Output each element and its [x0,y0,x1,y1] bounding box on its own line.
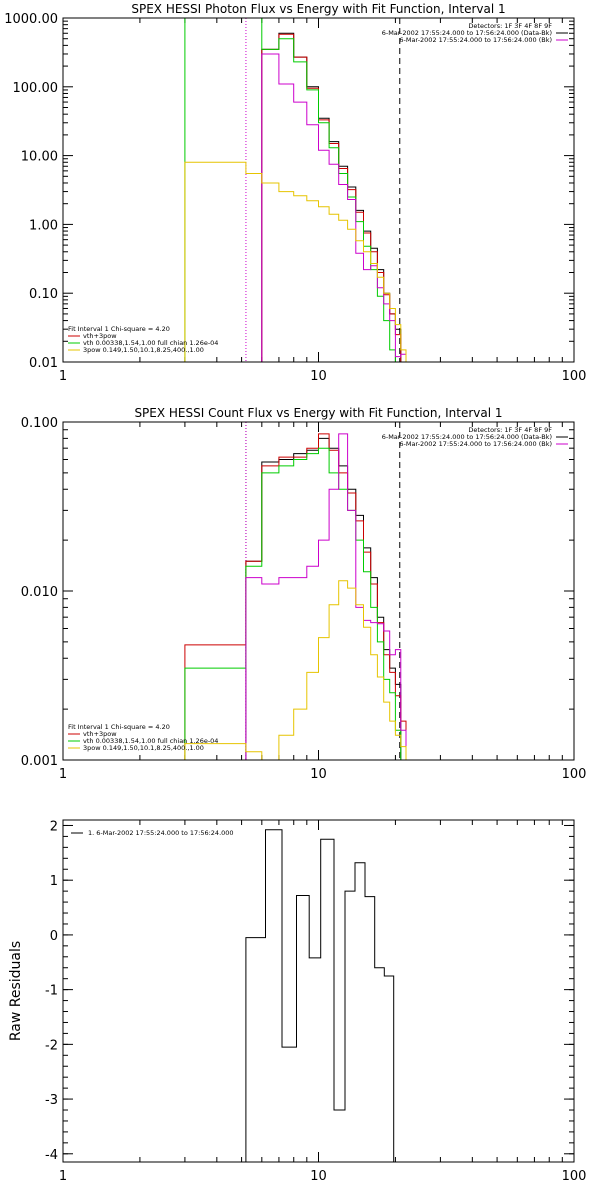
y-tick-label: 1.00 [29,218,58,233]
y-axis-label: Raw Residuals [8,941,24,1041]
series-line-1 [261,32,402,362]
x-tick-label: 1 [59,369,67,384]
plot-frame [62,819,575,1163]
info-line: Detectors: 1F 3F 4F 8F 9F [468,22,552,30]
y-tick-label: 0.001 [21,754,58,769]
legend-label: 3pow 0.149,1.50,10.1,8.25,400.,1.00 [83,346,204,354]
y-tick-label: 1000.00 [4,12,58,27]
y-tick-label: 10.00 [21,150,58,165]
series-line-3 [184,447,402,760]
y-tick-label: 0.010 [21,585,58,600]
legend-label: 3pow 0.149,1.50,10.1,8.25,400.,1.00 [83,744,204,752]
fit-header: Fit Interval 1 Chi-square = 4.20 [68,325,170,333]
chart-panel-1: SPEX HESSI Photon Flux vs Energy with Fi… [4,2,586,384]
legend-label: 1. 6-Mar-2002 17:55:24.000 to 17:56:24.0… [88,829,234,837]
plot-area [184,18,407,362]
y-tick-label: -1 [45,984,58,999]
plot-frame [62,421,575,761]
chart-panel-2: SPEX HESSI Count Flux vs Energy with Fit… [21,406,587,782]
y-tick-label: 0.10 [29,287,58,302]
y-tick-label: 0 [50,929,58,944]
y-tick-label: 1 [50,874,58,889]
x-tick-label: 10 [310,369,327,384]
info-line: 6-Mar-2002 17:55:24.000 to 17:56:24.000 … [382,29,552,37]
plot-area [245,829,395,1162]
y-tick-label: -3 [45,1093,58,1108]
info-line: 6-Mar-2002 17:55:24.000 to 17:56:24.000 … [399,36,552,44]
y-tick-label: 0.100 [21,416,58,431]
x-tick-label: 1 [59,767,67,782]
chart-title: SPEX HESSI Count Flux vs Energy with Fit… [134,406,502,420]
series-line-2 [184,433,407,760]
y-tick-label: 2 [50,819,58,834]
legend-label: vth+3pow [83,332,117,340]
series-line-2 [261,33,402,362]
series-line-5 [184,580,407,760]
x-tick-label: 100 [562,1169,587,1184]
x-tick-label: 100 [562,369,587,384]
plot-area [184,433,407,760]
series-line-3 [184,18,401,362]
chart-panel-3: Raw Residuals 1 10 100 -4 -3 -2 -1 0 1 2 1. 6-Mar-2… [8,819,586,1184]
y-tick-label: 0.01 [29,356,58,371]
y-tick-label: -2 [45,1038,58,1053]
chart-title: SPEX HESSI Photon Flux vs Energy with Fi… [131,2,505,16]
x-tick-label: 10 [310,1169,327,1184]
legend-label: vth+3pow [83,730,117,738]
x-tick-label: 1 [59,1169,67,1184]
info-line: 6-Mar-2002 17:55:24.000 to 17:56:24.000 … [382,433,552,441]
y-tick-label: -4 [45,1148,58,1163]
series-line-4 [261,53,407,362]
legend-label: vth 0.00338,1.54,1.00 full chian 1.26e-0… [83,339,218,347]
legend-label: vth 0.00338,1.54,1.00 full chian 1.26e-0… [83,737,218,745]
fit-header: Fit Interval 1 Chi-square = 4.20 [68,723,170,731]
x-tick-label: 100 [562,767,587,782]
x-tick-label: 10 [310,767,327,782]
series-line-1 [245,829,395,1162]
plot-frame [62,17,575,363]
info-line: 6-Mar-2002 17:55:24.000 to 17:56:24.000 … [399,440,552,448]
series-line-4 [245,433,407,760]
y-tick-label: 100.00 [13,81,59,96]
series-line-5 [184,161,407,362]
info-line: Detectors: 1F 3F 4F 8F 9F [468,426,552,434]
